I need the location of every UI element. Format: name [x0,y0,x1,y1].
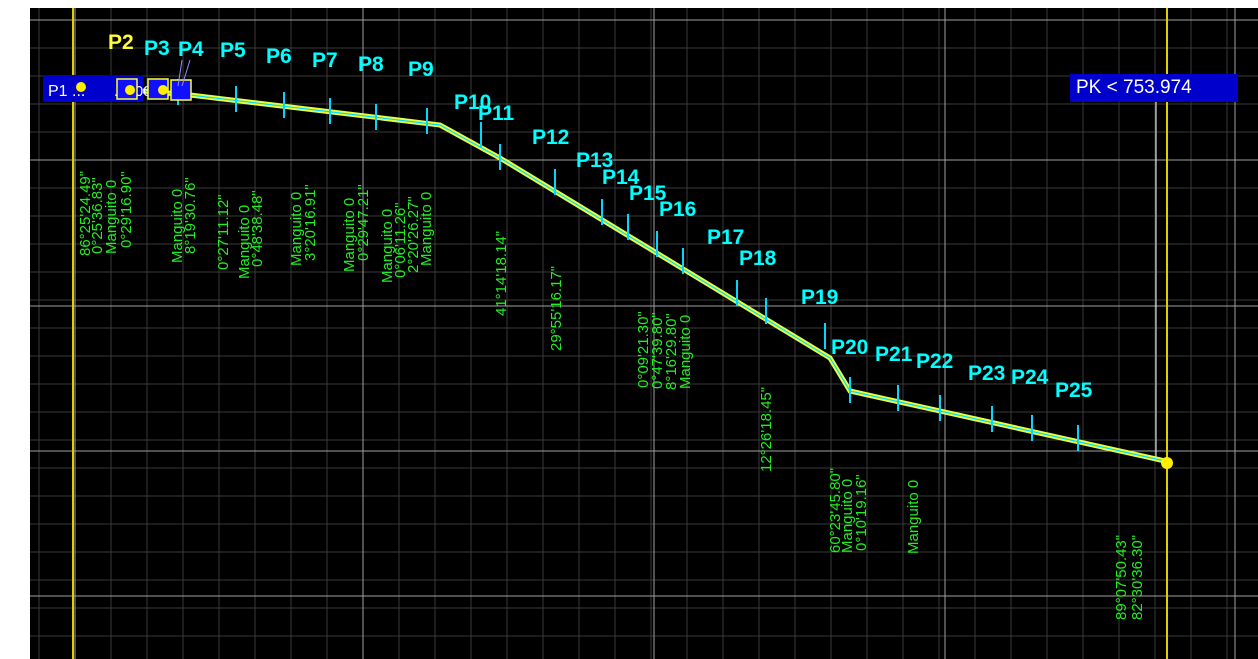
pk-tag: PK < 753.974 [1070,74,1238,102]
point-label-p12: P12 [532,126,569,149]
angle-annotation: Manguito 0 [379,209,396,283]
angle-annotation: 60°23'45.80" [827,468,844,553]
point-label-p24: P24 [1011,366,1049,389]
point-label-p17: P17 [707,226,744,249]
point-label-p21: P21 [875,343,913,366]
alignment-start-marker[interactable]: P1 ......000 [43,59,192,102]
point-label-p2: P2 [108,31,134,54]
angle-annotations: 86°25'24.49"0°25'36.83"Manguito 00°29'16… [77,171,1146,620]
point-label-p16: P16 [659,198,696,221]
leader-line [177,59,183,87]
angle-annotation: 0°47'39.80" [649,312,666,389]
point-label-p6: P6 [266,45,292,68]
control-point-marker[interactable] [76,82,86,92]
point-label-p18: P18 [739,247,777,270]
grid-minor-lines [30,8,1258,659]
point-label-p23: P23 [968,362,1005,385]
angle-annotation: 0°48'38.48" [249,190,266,267]
vertex-grip[interactable] [170,79,192,101]
grid-major-lines [30,8,1258,659]
angle-annotation: Manguito 0 [839,479,856,553]
point-label-p22: P22 [916,350,953,373]
angle-annotation: 0°06'11.26" [392,202,409,278]
angle-annotation: 41°14'18.14" [493,231,510,316]
angle-annotation: 0°27'11.12" [215,194,232,270]
angle-annotation: Manguito 0 [288,192,305,266]
drawing-canvas[interactable]: 86°25'24.49"0°25'36.83"Manguito 00°29'16… [30,8,1258,659]
point-label-p20: P20 [831,336,868,359]
angle-annotation: Manguito 0 [905,480,922,554]
control-point-marker[interactable] [125,85,135,95]
angle-annotation: Manguito 0 [236,205,253,279]
angle-annotation: 89°07'50.43" [1113,535,1130,620]
point-label-p9: P9 [408,58,434,81]
angle-annotation: 29°55'16.17" [548,266,565,351]
angle-annotation: Manguito 0 [418,192,435,266]
point-label-p15: P15 [629,182,667,205]
leader-line [181,59,191,87]
point-label-p14: P14 [602,166,640,189]
control-point-marker[interactable] [158,85,168,95]
point-label-p11: P11 [478,102,515,125]
angle-annotation: 0°09'21.30" [635,311,652,388]
angle-annotation: 2°20'26.27" [405,196,422,273]
point-label-p4: P4 [178,38,204,61]
angle-annotation: 8°16'29.80" [663,313,680,390]
point-label-p13: P13 [576,149,613,172]
angle-annotation: 86°25'24.49" [77,171,94,256]
angle-annotation: 12°26'18.45" [758,387,775,472]
point-label-p8: P8 [358,53,384,76]
boundary-lines [72,8,1168,659]
point-label-p10: P10 [454,91,491,114]
angle-annotation: Manguito 0 [341,198,358,272]
station-ticks [177,79,1079,451]
point-label-p5: P5 [220,39,246,62]
angle-annotation: Manguito 0 [103,180,120,254]
point-label-p19: P19 [801,286,838,309]
drawing-viewport[interactable]: 86°25'24.49" 0°25'36.83" Manguito 0 0°29'16… [30,8,1258,659]
point-label-p3: P3 [144,37,170,60]
angle-annotation: 3°20'16.91" [302,184,319,261]
end-point-marker[interactable] [1161,457,1173,469]
angle-annotation: Manguito 0 [169,189,186,263]
point-label-p25: P25 [1055,379,1093,402]
point-label-p7: P7 [312,49,338,72]
angle-annotation: Manguito 0 [677,315,694,389]
angle-annotation: 0°10'19.16" [853,474,870,551]
angle-annotation: 8°19'30.76" [182,177,199,254]
angle-annotation: 0°29'47.21" [355,184,372,261]
angle-annotation: 82°30'36.30" [1129,535,1146,620]
angle-annotation: 0°25'36.83" [89,177,106,254]
angle-annotation: 0°29'16.90" [118,171,135,248]
